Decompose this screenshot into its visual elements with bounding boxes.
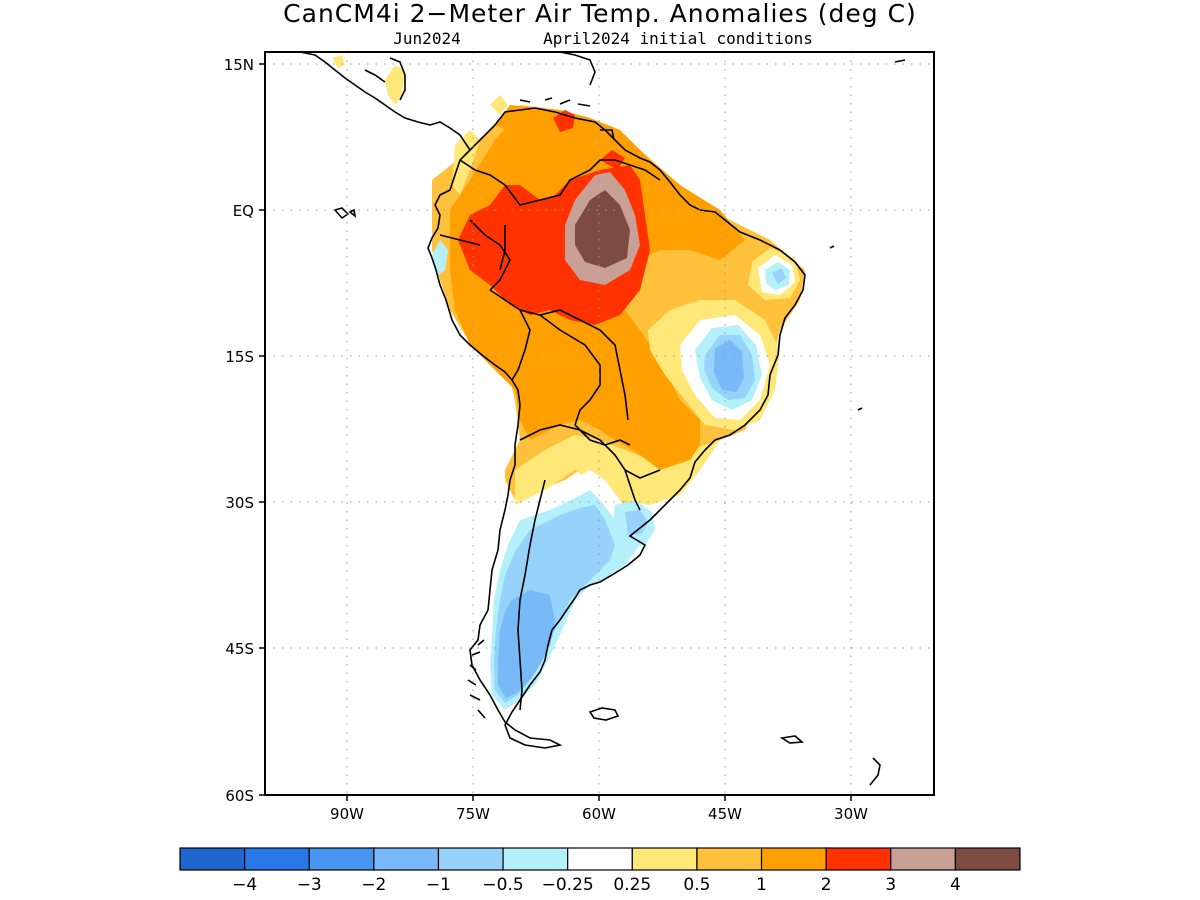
lon-label-75w: 75W xyxy=(456,805,490,823)
lon-label-30w: 30W xyxy=(834,805,868,823)
colorbar xyxy=(179,847,1021,871)
coastlines xyxy=(299,52,906,786)
colorbar-tick-label: −3 xyxy=(297,875,322,895)
anomaly-fields xyxy=(332,55,805,718)
colorbar-swatch xyxy=(373,847,440,871)
colorbar-swatch xyxy=(244,847,310,871)
colorbar-swatch xyxy=(890,847,956,871)
colorbar-swatch xyxy=(502,847,569,871)
colorbar-swatch xyxy=(760,847,827,871)
colorbar-tick-label: 0.5 xyxy=(683,875,710,895)
map-plot xyxy=(265,52,934,795)
lat-label-15s: 15S xyxy=(225,348,254,366)
latitude-axis: 15N EQ 15S 30S 45S 60S xyxy=(224,56,265,805)
colorbar-swatch xyxy=(308,847,375,871)
lon-label-60w: 60W xyxy=(582,805,616,823)
colorbar-swatch xyxy=(631,847,698,871)
colorbar-swatch xyxy=(696,847,763,871)
colorbar-swatch xyxy=(567,847,633,871)
colorbar-swatch xyxy=(954,847,1021,871)
forecast-month: Jun2024 xyxy=(393,29,460,48)
colorbar-tick-label: 2 xyxy=(821,875,832,895)
colorbar-swatch xyxy=(437,847,504,871)
lon-label-90w: 90W xyxy=(330,805,364,823)
colorbar-swatch xyxy=(825,847,892,871)
lat-label-eq: EQ xyxy=(233,202,254,220)
initial-conditions: April2024 initial conditions xyxy=(543,29,813,48)
map-title: CanCM4i 2−Meter Air Temp. Anomalies (deg… xyxy=(283,0,917,28)
colorbar-tick-label: −2 xyxy=(361,875,386,895)
colorbar-tick-label: 0.25 xyxy=(613,875,651,895)
colorbar-tick-label: 1 xyxy=(756,875,767,895)
colorbar-tick-label: −0.25 xyxy=(542,875,594,895)
longitude-axis: 90W 75W 60W 45W 30W xyxy=(330,795,868,823)
colorbar-tick-label: −4 xyxy=(232,875,257,895)
colorbar-tick-label: −0.5 xyxy=(482,875,523,895)
colorbar-swatch xyxy=(179,847,246,871)
lat-label-30s: 30S xyxy=(225,494,254,512)
colorbar-tick-label: 3 xyxy=(885,875,896,895)
lon-label-45w: 45W xyxy=(708,805,742,823)
lat-label-45s: 45S xyxy=(225,640,254,658)
colorbar-tick-label: −1 xyxy=(426,875,451,895)
colorbar-tick-label: 4 xyxy=(950,875,961,895)
lat-label-15n: 15N xyxy=(224,56,254,74)
colorbar-labels: −4 −3 −2 −1 −0.5 −0.25 0.25 0.5 1 2 3 4 xyxy=(232,875,961,895)
lat-label-60s: 60S xyxy=(225,787,254,805)
grid-lines xyxy=(265,52,934,795)
